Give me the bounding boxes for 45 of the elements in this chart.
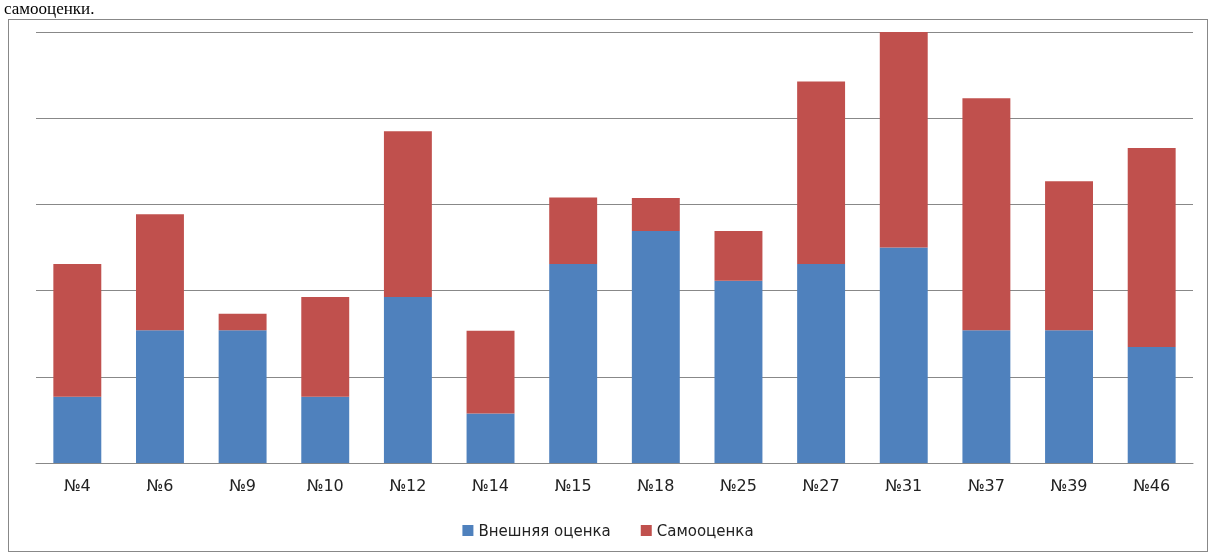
bar <box>714 231 763 281</box>
bar <box>797 81 846 264</box>
bar <box>466 413 515 463</box>
bar <box>962 330 1011 463</box>
x-tick-label: №31 <box>885 475 923 495</box>
x-tick-label: №10 <box>306 475 344 495</box>
bar <box>714 280 763 463</box>
x-tick-label: №46 <box>1133 475 1171 495</box>
bar <box>1127 347 1176 463</box>
x-tick-label: №27 <box>802 475 840 495</box>
x-tick-label: №12 <box>389 475 427 495</box>
bar <box>549 197 598 264</box>
x-tick-label: №25 <box>719 475 757 495</box>
bar <box>1045 181 1093 331</box>
bar <box>53 263 102 397</box>
bar <box>301 396 350 463</box>
bar <box>631 231 680 463</box>
bar <box>466 330 515 414</box>
bar <box>383 131 432 298</box>
bar <box>136 214 184 331</box>
bar <box>879 247 928 463</box>
bar <box>53 396 102 463</box>
x-tick-label: №18 <box>637 475 675 495</box>
bar <box>136 330 184 463</box>
bar <box>301 297 350 397</box>
legend-label: Самооценка <box>656 521 754 540</box>
bar <box>549 263 598 463</box>
bar <box>383 297 432 463</box>
x-tick-label: №4 <box>63 475 91 495</box>
text: самооценки. <box>4 0 95 18</box>
x-tick-label: №37 <box>967 475 1005 495</box>
bar <box>1045 330 1093 463</box>
bar <box>962 98 1011 331</box>
bar <box>631 197 680 232</box>
bar <box>1127 147 1176 348</box>
x-tick-label: №6 <box>146 475 174 495</box>
bar <box>218 313 267 331</box>
x-tick-label: №39 <box>1050 475 1088 495</box>
x-tick-label: №14 <box>472 475 510 495</box>
bar <box>797 263 846 463</box>
x-tick-label: №9 <box>229 475 257 495</box>
bar <box>218 330 267 463</box>
x-tick-label: №15 <box>554 475 592 495</box>
legend-label: Внешняя оценка <box>478 521 611 540</box>
bar <box>879 32 928 248</box>
